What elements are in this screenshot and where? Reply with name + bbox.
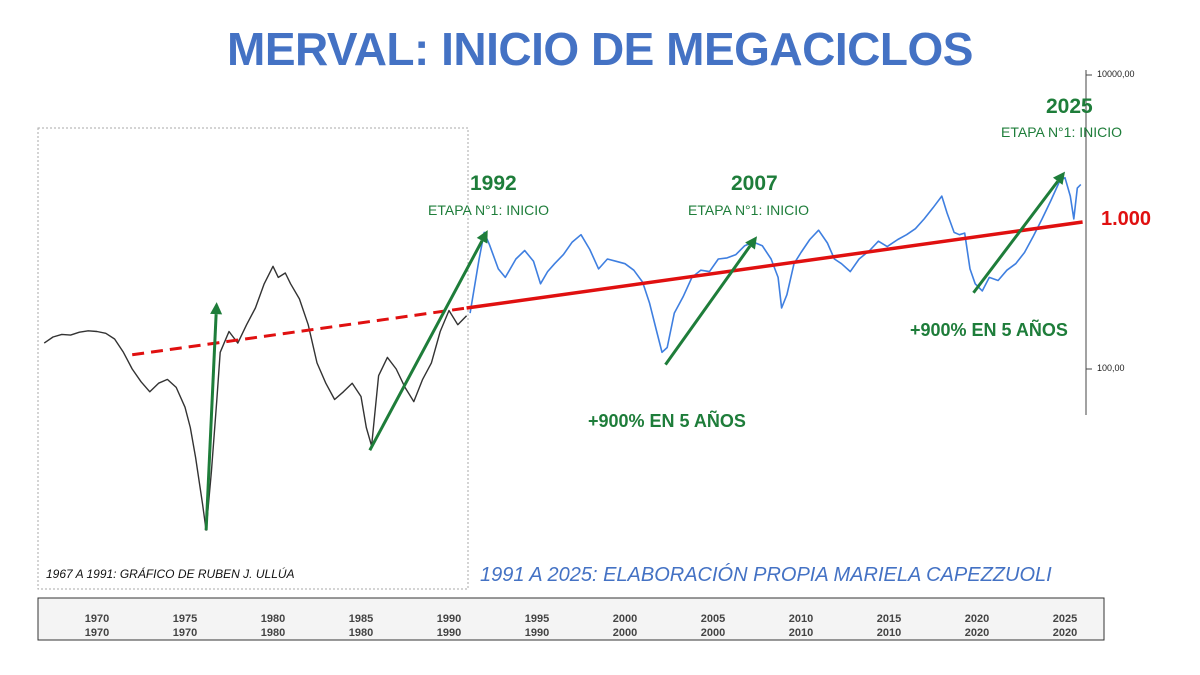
x-tick-label-bottom: 2000 — [701, 627, 725, 639]
annotation-2025-year: 2025 — [1046, 95, 1093, 118]
series-layer — [43, 176, 1082, 531]
y-tick-label-100: 100,00 — [1097, 363, 1125, 373]
x-tick-label-top: 1995 — [525, 613, 549, 625]
annotation-2007-stage: ETAPA N°1: INICIO — [688, 202, 809, 218]
x-tick-label-bottom: 1980 — [261, 627, 285, 639]
x-tick-label-top: 1975 — [173, 613, 197, 625]
cycle-arrow-shaft — [368, 240, 484, 451]
x-tick-label-top: 2005 — [701, 613, 725, 625]
cycle-arrow-shaft — [972, 180, 1059, 294]
x-tick-label-top: 1980 — [261, 613, 285, 625]
trend-line-dashed — [131, 306, 467, 357]
trend-line-solid — [466, 220, 1083, 310]
cycle-arrow-shaft — [204, 314, 218, 531]
x-tick-label-bottom: 2020 — [965, 627, 989, 639]
x-axis-strip — [37, 597, 1105, 641]
cycle-arrow-head — [1052, 171, 1065, 185]
x-tick-label-top: 2025 — [1053, 613, 1077, 625]
cycle-arrow-shaft — [664, 245, 752, 366]
annotation-1992-stage: ETAPA N°1: INICIO — [428, 202, 549, 218]
x-tick-label-bottom: 2020 — [1053, 627, 1077, 639]
x-tick-label-bottom: 2010 — [789, 627, 813, 639]
annotation-1992-year: 1992 — [470, 172, 517, 195]
cycle-arrow-head — [745, 236, 757, 250]
x-tick-label-top: 2000 — [613, 613, 637, 625]
x-tick-label-top: 1970 — [85, 613, 109, 625]
x-tick-label-bottom: 1980 — [349, 627, 373, 639]
x-tick-label-top: 2010 — [789, 613, 813, 625]
x-tick-label-bottom: 1990 — [525, 627, 549, 639]
cycle-arrow-head — [210, 302, 223, 315]
cycle-arrow-head — [476, 230, 488, 244]
historical-series-line — [43, 265, 468, 531]
x-tick-label-bottom: 1990 — [437, 627, 461, 639]
annotation-2025-stage: ETAPA N°1: INICIO — [1001, 124, 1122, 140]
page-title: MERVAL: INICIO DE MEGACICLOS — [227, 23, 973, 75]
annotation-gain-2020: +900% EN 5 AÑOS — [910, 320, 1068, 340]
x-tick-label-bottom: 2000 — [613, 627, 637, 639]
x-tick-label-top: 1990 — [437, 613, 461, 625]
level-label-1000: 1.000 — [1101, 208, 1152, 230]
x-tick-label-top: 1985 — [349, 613, 373, 625]
annotation-gain-2002: +900% EN 5 AÑOS — [588, 411, 746, 431]
annotation-2007-year: 2007 — [731, 172, 778, 195]
x-axis-labels: 1970 1970 1975 1970 1980 1980 1985 1980 1990 1990… — [85, 613, 1077, 639]
recent-series-line — [469, 176, 1082, 354]
trend-layer — [131, 220, 1083, 357]
x-tick-label-bottom: 1970 — [85, 627, 109, 639]
x-tick-label-top: 2020 — [965, 613, 989, 625]
x-tick-label-top: 2015 — [877, 613, 901, 625]
credit-recent: 1991 A 2025: ELABORACIÓN PROPIA MARIELA … — [480, 564, 1052, 586]
y-tick-label-10000: 10000,00 — [1097, 69, 1135, 79]
credit-historical: 1967 A 1991: GRÁFICO DE RUBEN J. ULLÚA — [46, 567, 295, 581]
arrow-layer — [204, 171, 1065, 531]
historical-chart-frame — [37, 127, 469, 590]
x-tick-label-bottom: 2010 — [877, 627, 901, 639]
x-tick-label-bottom: 1970 — [173, 627, 197, 639]
